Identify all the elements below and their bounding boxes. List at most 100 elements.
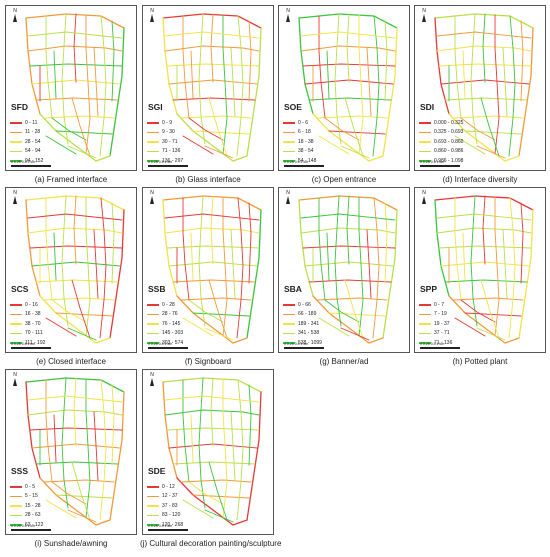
legend-swatch xyxy=(419,313,431,315)
legend-swatch xyxy=(283,131,295,133)
street-segment xyxy=(172,461,256,465)
legend-item: 303 - 574 xyxy=(147,338,183,348)
street-segment xyxy=(438,245,532,249)
index-label: SBA xyxy=(284,284,302,294)
legend-swatch xyxy=(10,342,22,344)
legend-range: 70 - 111 xyxy=(25,330,43,337)
scale-bar xyxy=(11,165,51,167)
legend-swatch xyxy=(283,304,295,306)
legend-swatch xyxy=(419,150,431,152)
street-segment xyxy=(460,117,496,141)
street-segment xyxy=(71,97,91,157)
legend-item: 0.000 - 0.325 xyxy=(419,118,463,128)
street-segment xyxy=(208,97,228,157)
street-segment xyxy=(53,232,57,281)
street-segment xyxy=(166,427,260,431)
street-segment xyxy=(366,229,372,299)
street-segment xyxy=(372,15,380,157)
legend-range: 120 - 268 xyxy=(162,521,184,528)
street-segment xyxy=(438,63,532,67)
street-network-map xyxy=(162,13,262,162)
scale-bar xyxy=(420,347,460,349)
street-segment xyxy=(166,245,260,249)
street-segment xyxy=(318,317,350,337)
street-segment xyxy=(73,195,77,265)
street-segment xyxy=(312,295,384,344)
legend-range: 19 - 37 xyxy=(434,320,450,327)
street-segment xyxy=(25,17,41,115)
legend-item: 70 - 111 xyxy=(10,329,45,339)
legend-item: 9 - 30 xyxy=(147,128,183,138)
scale-label: 0 0.25 0.5 1 km xyxy=(148,524,173,528)
legend-range: 303 - 574 xyxy=(162,339,184,346)
scale-bar xyxy=(148,165,188,167)
street-segment xyxy=(508,197,516,339)
panel-caption: (d) Interface diversity xyxy=(442,175,518,184)
street-segment xyxy=(366,47,372,117)
street-segment xyxy=(308,279,392,283)
street-segment xyxy=(230,47,236,117)
street-segment xyxy=(346,195,350,265)
street-segment xyxy=(300,213,396,221)
street-segment xyxy=(190,232,194,281)
street-segment xyxy=(25,381,41,479)
legend-item: 0 - 6 xyxy=(283,118,316,128)
street-segment xyxy=(246,391,262,521)
legend-swatch xyxy=(10,486,22,488)
legend-range: 71 - 136 xyxy=(434,339,453,346)
legend-item: 145 - 303 xyxy=(147,329,183,339)
street-segment xyxy=(99,379,107,521)
legend-swatch xyxy=(283,332,295,334)
street-segment xyxy=(318,197,326,301)
street-segment xyxy=(180,479,252,483)
street-segment xyxy=(67,327,97,341)
street-segment xyxy=(344,279,364,339)
legend-item: 11 - 28 xyxy=(10,128,43,138)
legend-swatch xyxy=(10,524,22,526)
street-network-map xyxy=(298,13,398,162)
legend-item: 15 - 28 xyxy=(10,501,43,511)
street-segment xyxy=(204,327,234,341)
street-segment xyxy=(29,245,123,249)
north-label: N xyxy=(422,190,426,196)
street-segment xyxy=(298,17,314,115)
scale-label: 0 0.25 0.5 1 km xyxy=(284,342,309,346)
legend-range: 83 - 120 xyxy=(162,512,181,519)
street-segment xyxy=(470,195,478,327)
north-label: N xyxy=(150,8,154,14)
legend-swatch xyxy=(10,141,22,143)
legend-range: 54 - 148 xyxy=(298,157,317,164)
street-segment xyxy=(93,411,99,481)
street-segment xyxy=(188,117,224,141)
legend-range: 37 - 83 xyxy=(162,502,178,509)
street-segment xyxy=(109,391,125,521)
legend-item: 189 - 341 xyxy=(283,319,322,329)
legend-swatch xyxy=(147,514,159,516)
street-segment xyxy=(93,47,99,117)
scale-bar xyxy=(11,529,51,531)
street-segment xyxy=(518,209,534,339)
street-segment xyxy=(300,227,396,234)
map-panel-b: N SGI 0 - 9 9 - 30 30 - 71 71 - 136 136 - 297 0… xyxy=(142,5,274,171)
street-segment xyxy=(51,299,87,323)
index-label: SDI xyxy=(420,102,435,112)
north-arrow-icon: N xyxy=(419,191,429,204)
street-segment xyxy=(162,199,178,297)
street-network-map xyxy=(162,195,262,344)
legend-range: 11 - 28 xyxy=(25,129,41,136)
legend-item: 0 - 7 xyxy=(419,300,452,310)
street-network-map xyxy=(434,195,534,344)
legend-item: 38 - 54 xyxy=(283,147,316,157)
legend-swatch xyxy=(283,141,295,143)
street-segment xyxy=(188,299,224,323)
street-segment xyxy=(71,279,91,339)
legend-range: 0 - 6 xyxy=(298,119,309,126)
street-segment xyxy=(502,229,508,299)
legend-item: 28 - 76 xyxy=(147,310,183,320)
legend-range: 63 - 122 xyxy=(25,521,44,528)
legend-swatch xyxy=(283,150,295,152)
legend-range: 28 - 76 xyxy=(162,311,178,318)
street-network-map xyxy=(25,13,125,162)
panel-caption: (e) Closed interface xyxy=(36,357,106,366)
street-segment xyxy=(109,209,125,339)
